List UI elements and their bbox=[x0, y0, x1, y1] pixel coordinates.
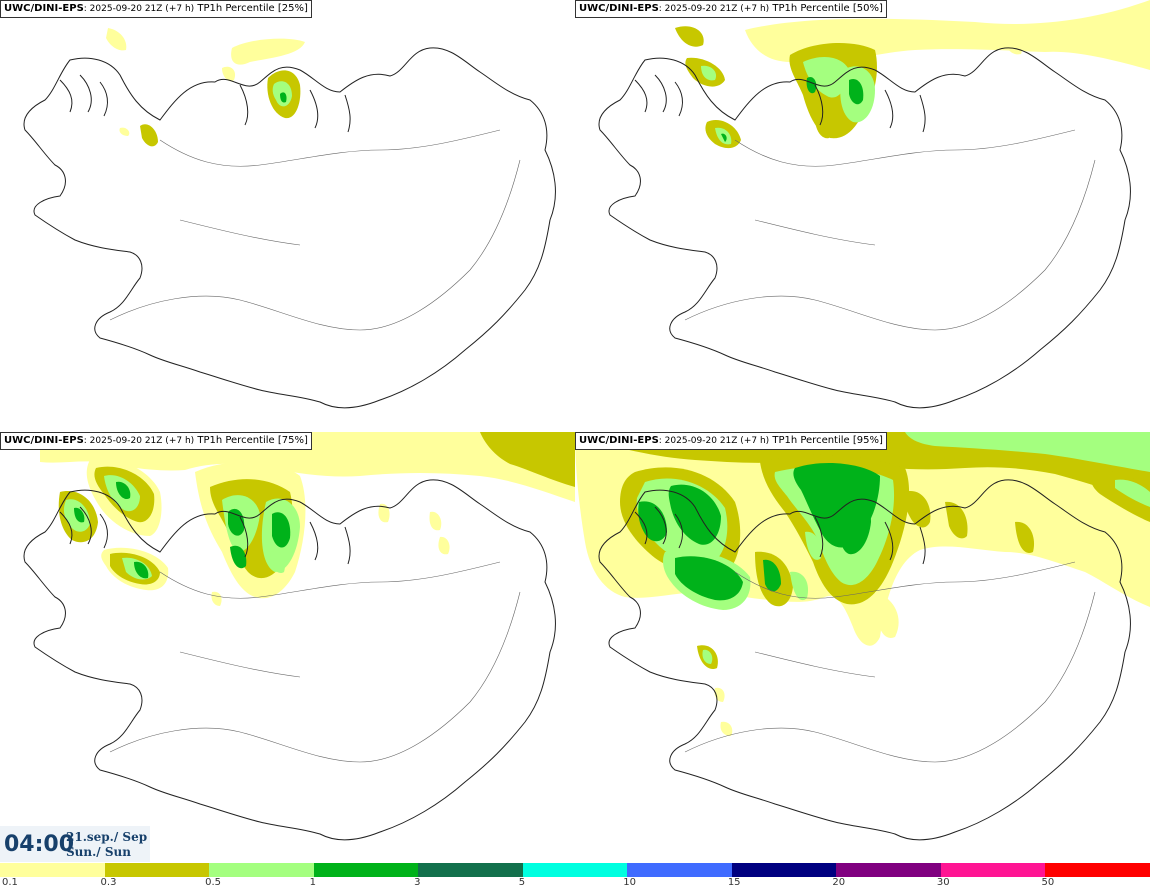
map-canvas bbox=[23, 28, 556, 409]
legend-swatch bbox=[0, 863, 105, 877]
roads bbox=[684, 129, 1096, 331]
legend-swatch bbox=[104, 863, 210, 877]
coastline bbox=[598, 479, 1131, 841]
map-canvas bbox=[575, 432, 1150, 841]
legend-tick: 10 bbox=[623, 877, 636, 888]
legend-tick: 0.3 bbox=[100, 877, 117, 888]
field-label: TP1h Percentile [50%] bbox=[769, 3, 883, 14]
coastline bbox=[23, 479, 556, 841]
color-legend bbox=[0, 863, 1150, 877]
legend-tick: 0.1 bbox=[2, 877, 18, 888]
panel-title: UWC/DINI-EPS: 2025-09-20 21Z (+7 h) TP1h… bbox=[0, 432, 312, 450]
legend-swatch bbox=[522, 863, 628, 877]
map-canvas bbox=[598, 0, 1150, 409]
run-info: : 2025-09-20 21Z (+7 h) bbox=[83, 4, 195, 14]
model-name: UWC/DINI-EPS bbox=[4, 3, 84, 14]
model-name: UWC/DINI-EPS bbox=[4, 435, 84, 446]
legend-swatch bbox=[627, 863, 732, 877]
panel-title: UWC/DINI-EPS: 2025-09-20 21Z (+7 h) TP1h… bbox=[0, 0, 312, 18]
roads bbox=[109, 129, 521, 331]
field-label: TP1h Percentile [25%] bbox=[194, 3, 308, 14]
legend-tick: 5 bbox=[518, 877, 526, 888]
valid-date: 21.sep./ Sep bbox=[66, 830, 148, 844]
coastline bbox=[23, 47, 556, 409]
valid-weekday: Sun./ Sun bbox=[66, 845, 131, 859]
legend-swatch bbox=[1045, 863, 1150, 877]
legend-tick: 0.5 bbox=[205, 877, 221, 888]
legend-tick: 30 bbox=[936, 877, 950, 888]
legend-tick: 3 bbox=[414, 877, 421, 888]
legend-swatch bbox=[313, 863, 419, 877]
map-panel-95: UWC/DINI-EPS: 2025-09-20 21Z (+7 h) TP1h… bbox=[575, 432, 1150, 862]
legend-swatch bbox=[418, 863, 523, 877]
panel-title: UWC/DINI-EPS: 2025-09-20 21Z (+7 h) TP1h… bbox=[575, 432, 887, 450]
legend-tick: 15 bbox=[727, 877, 741, 888]
map-canvas bbox=[23, 432, 575, 841]
legend-tick: 50 bbox=[1041, 877, 1055, 888]
map-panel-25: UWC/DINI-EPS: 2025-09-20 21Z (+7 h) TP1h… bbox=[0, 0, 575, 430]
precip-areas bbox=[106, 28, 305, 147]
map-panel-50: UWC/DINI-EPS: 2025-09-20 21Z (+7 h) TP1h… bbox=[575, 0, 1150, 430]
run-info: : 2025-09-20 21Z (+7 h) bbox=[658, 436, 770, 446]
run-info: : 2025-09-20 21Z (+7 h) bbox=[658, 4, 770, 14]
legend-tick: 1 bbox=[309, 877, 316, 888]
legend-swatch bbox=[209, 863, 314, 877]
precip-areas bbox=[40, 432, 575, 606]
model-name: UWC/DINI-EPS bbox=[579, 435, 659, 446]
legend-swatch bbox=[731, 863, 837, 877]
legend-tick: 20 bbox=[832, 877, 846, 888]
precip-areas bbox=[675, 0, 1150, 149]
roads bbox=[684, 561, 1096, 763]
precip-areas bbox=[575, 432, 1150, 736]
valid-time-box: 04:00 21.sep./ Sep Sun./ Sun bbox=[0, 826, 150, 862]
run-info: : 2025-09-20 21Z (+7 h) bbox=[83, 436, 195, 446]
legend-swatch bbox=[836, 863, 941, 877]
field-label: TP1h Percentile [75%] bbox=[194, 435, 308, 446]
legend-swatch bbox=[940, 863, 1046, 877]
coastline bbox=[598, 47, 1131, 409]
panel-title: UWC/DINI-EPS: 2025-09-20 21Z (+7 h) TP1h… bbox=[575, 0, 887, 18]
model-name: UWC/DINI-EPS bbox=[579, 3, 659, 14]
valid-time-clock: 04:00 bbox=[4, 832, 75, 857]
roads bbox=[109, 561, 521, 763]
map-panel-75: UWC/DINI-EPS: 2025-09-20 21Z (+7 h) TP1h… bbox=[0, 432, 575, 862]
field-label: TP1h Percentile [95%] bbox=[769, 435, 883, 446]
legend-tick-labels: 0.1 0.3 0.5 1 3 5 10 15 20 30 50 bbox=[0, 877, 1150, 891]
